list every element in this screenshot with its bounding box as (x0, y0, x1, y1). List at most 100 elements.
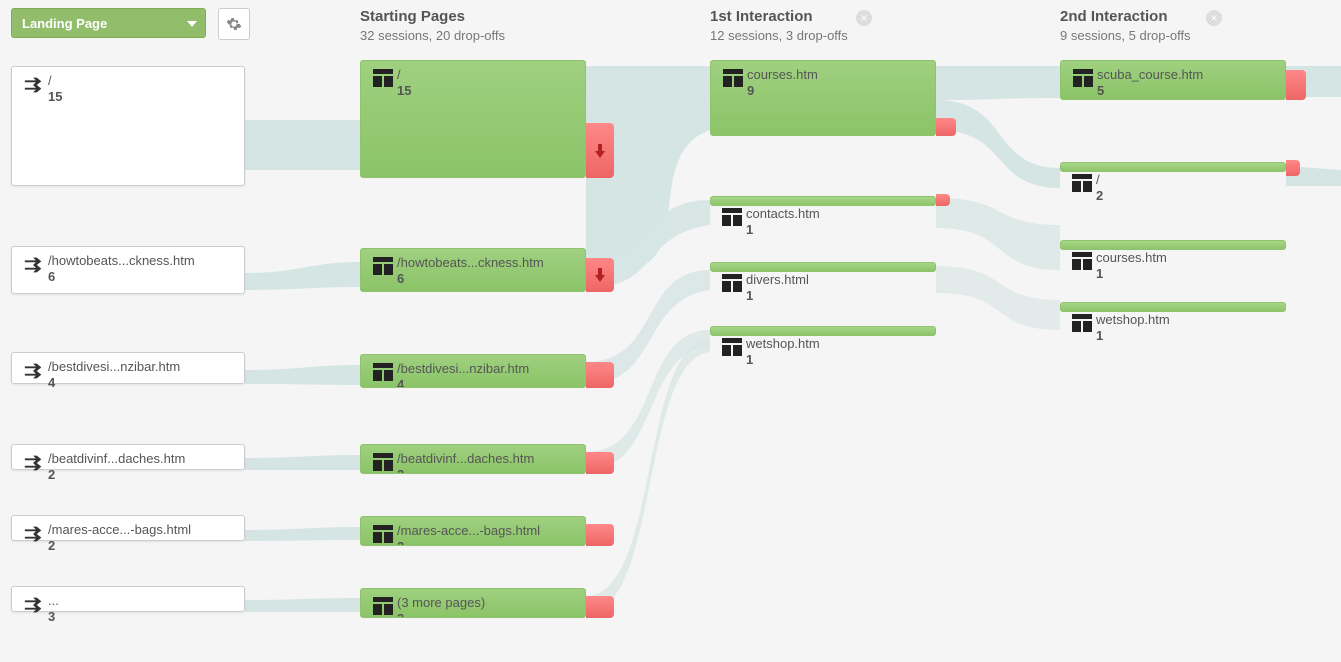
flow-node-label-row: wetshop.htm1 (1060, 312, 1286, 344)
node-label: courses.htm (747, 67, 927, 83)
page-grid-icon (1072, 174, 1092, 192)
node-value: 2 (48, 538, 236, 554)
node-value: 9 (747, 83, 927, 99)
flow-node[interactable] (710, 326, 936, 334)
landing-node[interactable]: /15 (11, 66, 245, 186)
column-title-2nd: 2nd Interaction (1060, 8, 1168, 25)
node-value: 1 (746, 222, 928, 238)
traffic-arrows-icon (23, 255, 45, 275)
dimension-dropdown-label: Landing Page (22, 16, 107, 31)
flow-node[interactable] (710, 196, 936, 204)
node-label: /bestdivesi...nzibar.htm (48, 359, 236, 375)
node-label: (3 more pages) (397, 595, 577, 611)
dropoff-arrow-icon (595, 268, 605, 282)
flow-node[interactable] (1060, 240, 1286, 248)
column-title-1st: 1st Interaction (710, 8, 813, 25)
node-label: / (48, 73, 236, 89)
node-label: divers.html (746, 272, 928, 288)
dropoff-bar (586, 123, 614, 178)
node-label: /howtobeats...ckness.htm (48, 253, 236, 269)
dropoff-bar (586, 596, 614, 618)
flow-node-label-row: wetshop.htm1 (710, 336, 936, 368)
node-label: scuba_course.htm (1097, 67, 1277, 83)
node-value: 1 (746, 352, 928, 368)
node-label: courses.htm (1096, 250, 1278, 266)
node-value: 2 (1096, 188, 1278, 204)
starting-node[interactable]: /howtobeats...ckness.htm6 (360, 248, 586, 292)
node-label: contacts.htm (746, 206, 928, 222)
dimension-dropdown[interactable]: Landing Page (11, 8, 206, 38)
node-value: 1 (746, 288, 928, 304)
node-value: 6 (397, 271, 577, 287)
page-grid-icon (723, 69, 743, 87)
node-value: 2 (397, 467, 577, 474)
page-grid-icon (373, 363, 393, 381)
flow-node[interactable]: courses.htm9 (710, 60, 936, 136)
flow-node-label-row: /2 (1060, 172, 1286, 204)
dropoff-bar (586, 452, 614, 474)
traffic-arrows-icon (23, 595, 45, 615)
dropoff-bar (586, 362, 614, 388)
starting-node[interactable]: /15 (360, 60, 586, 178)
page-grid-icon (1072, 314, 1092, 332)
remove-step-2nd[interactable]: × (1206, 10, 1222, 26)
starting-node[interactable]: /bestdivesi...nzibar.htm4 (360, 354, 586, 388)
flow-node-label-row: contacts.htm1 (710, 206, 936, 238)
starting-node[interactable]: (3 more pages)3 (360, 588, 586, 618)
node-value: 6 (48, 269, 236, 285)
flow-node[interactable] (1060, 302, 1286, 310)
landing-node[interactable]: ...3 (11, 586, 245, 612)
column-sub-2nd: 9 sessions, 5 drop-offs (1060, 28, 1191, 43)
page-grid-icon (1073, 69, 1093, 87)
node-label: /beatdivinf...daches.htm (397, 451, 577, 467)
flow-node-label-row: courses.htm1 (1060, 250, 1286, 282)
node-value: 2 (397, 539, 577, 546)
landing-node[interactable]: /bestdivesi...nzibar.htm4 (11, 352, 245, 384)
node-label: /bestdivesi...nzibar.htm (397, 361, 577, 377)
remove-step-1st[interactable]: × (856, 10, 872, 26)
node-label: / (397, 67, 577, 83)
dropoff-bar (1286, 70, 1306, 100)
node-value: 4 (48, 375, 236, 391)
chevron-down-icon (187, 21, 197, 27)
node-label: wetshop.htm (1096, 312, 1278, 328)
landing-node[interactable]: /howtobeats...ckness.htm6 (11, 246, 245, 294)
node-label: / (1096, 172, 1278, 188)
dropoff-bar (586, 258, 614, 292)
node-label: /mares-acce...-bags.html (48, 522, 236, 538)
dropoff-arrow-icon (595, 144, 605, 158)
settings-button[interactable] (218, 8, 250, 40)
traffic-arrows-icon (23, 524, 45, 544)
flow-node[interactable]: scuba_course.htm5 (1060, 60, 1286, 100)
page-grid-icon (373, 597, 393, 615)
behavior-flow-canvas: Landing Page Starting Pages 32 sessions,… (0, 0, 1341, 662)
dropoff-bar (1286, 160, 1300, 176)
dropoff-bar (586, 524, 614, 546)
node-label: /beatdivinf...daches.htm (48, 451, 236, 467)
starting-node[interactable]: /beatdivinf...daches.htm2 (360, 444, 586, 474)
traffic-arrows-icon (23, 75, 45, 95)
flow-node[interactable] (1060, 162, 1286, 170)
gear-icon (226, 16, 242, 32)
node-value: 3 (48, 609, 236, 625)
node-value: 1 (1096, 328, 1278, 344)
node-value: 5 (1097, 83, 1277, 99)
flow-node-label-row: divers.html1 (710, 272, 936, 304)
landing-node[interactable]: /beatdivinf...daches.htm2 (11, 444, 245, 470)
page-grid-icon (1072, 252, 1092, 270)
node-value: 15 (397, 83, 577, 99)
starting-node[interactable]: /mares-acce...-bags.html2 (360, 516, 586, 546)
traffic-arrows-icon (23, 453, 45, 473)
node-label: ... (48, 593, 236, 609)
node-value: 4 (397, 377, 577, 388)
page-grid-icon (373, 257, 393, 275)
dropoff-bar (936, 118, 956, 136)
dropoff-bar (936, 194, 950, 206)
node-label: wetshop.htm (746, 336, 928, 352)
landing-node[interactable]: /mares-acce...-bags.html2 (11, 515, 245, 541)
column-sub-starting: 32 sessions, 20 drop-offs (360, 28, 505, 43)
page-grid-icon (373, 525, 393, 543)
traffic-arrows-icon (23, 361, 45, 381)
flow-node[interactable] (710, 262, 936, 270)
page-grid-icon (722, 274, 742, 292)
